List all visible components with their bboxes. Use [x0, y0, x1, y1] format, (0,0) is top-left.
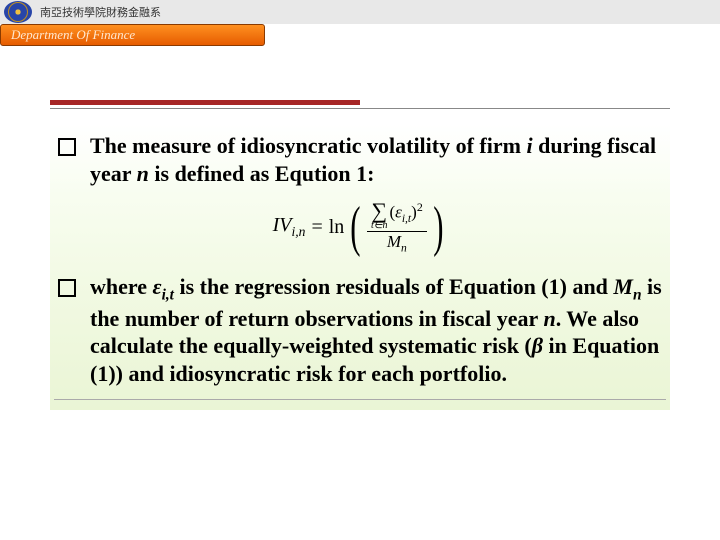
- department-bar: Department Of Finance: [0, 24, 265, 46]
- square-bullet-icon: [58, 279, 76, 297]
- rule-thick: [50, 100, 360, 105]
- paren-left-icon: (: [350, 199, 360, 255]
- eq-fraction: ∑ t∈n (εi,t)2 Mn: [367, 200, 427, 254]
- bullet-1-text: The measure of idiosyncratic volatility …: [90, 132, 666, 187]
- bullet-1: The measure of idiosyncratic volatility …: [58, 132, 666, 187]
- eq-ln: ln: [329, 216, 345, 239]
- var-beta: β: [532, 333, 543, 358]
- var-n: n: [137, 161, 149, 186]
- text: is the regression residuals of Equation …: [174, 274, 613, 299]
- text: is defined as Eqution 1:: [149, 161, 375, 186]
- text: where: [90, 274, 153, 299]
- sigma-bound: t∈n: [371, 221, 388, 231]
- bottom-rule: [54, 399, 666, 400]
- department-name: Department Of Finance: [11, 27, 135, 43]
- var-M-sub: n: [633, 286, 642, 303]
- eq-M: M: [387, 232, 401, 251]
- eq-eps-sub: i,t: [402, 212, 411, 225]
- logo-strip: 南亞技術學院財務金融系: [0, 0, 720, 24]
- equation-box: IVi,n = ln ( ∑ t∈n (εi,t)2 Mn: [273, 199, 448, 255]
- eq-squared: 2: [417, 200, 423, 214]
- paren-right-icon: ): [433, 199, 443, 255]
- eq-M-sub: n: [401, 241, 407, 254]
- bullet-2-text: where εi,t is the regression residuals o…: [90, 273, 666, 387]
- var-eps: ε: [153, 274, 162, 299]
- var-eps-sub: i,t: [162, 286, 174, 303]
- eq-lhs: IVi,n: [273, 214, 306, 240]
- square-bullet-icon: [58, 138, 76, 156]
- eq-equals: =: [311, 216, 322, 239]
- eq-numerator: ∑ t∈n (εi,t)2: [367, 200, 427, 231]
- slide-content: The measure of idiosyncratic volatility …: [50, 100, 670, 410]
- equation-1: IVi,n = ln ( ∑ t∈n (εi,t)2 Mn: [54, 199, 666, 255]
- bullet-2: where εi,t is the regression residuals o…: [58, 273, 666, 387]
- sigma-icon: ∑: [371, 201, 387, 221]
- eq-iv: IV: [273, 214, 292, 236]
- sigma-block: ∑ t∈n: [371, 201, 388, 231]
- eq-denominator: Mn: [383, 232, 411, 254]
- logo-emblem: [8, 2, 28, 22]
- eq-lhs-sub: i,n: [291, 224, 305, 239]
- rule-thin: [50, 108, 670, 109]
- institution-logo: [4, 1, 32, 23]
- var-n2: n: [543, 306, 555, 331]
- eq-eps: ε: [395, 203, 402, 222]
- body-block: The measure of idiosyncratic volatility …: [50, 124, 670, 410]
- institution-name: 南亞技術學院財務金融系: [40, 4, 161, 20]
- heading-rule: [50, 100, 670, 110]
- text: The measure of idiosyncratic volatility …: [90, 133, 526, 158]
- slide-header: 南亞技術學院財務金融系 Department Of Finance: [0, 0, 720, 50]
- var-M: M: [613, 274, 633, 299]
